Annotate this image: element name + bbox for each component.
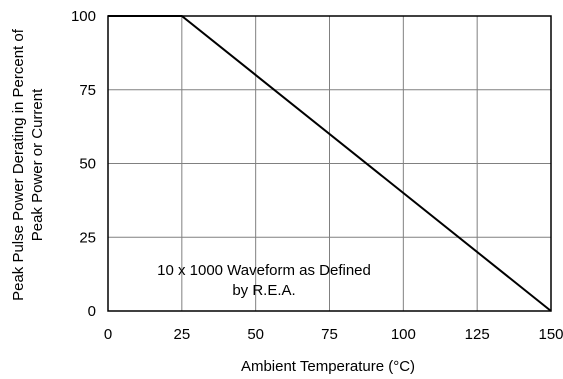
x-tick-label: 50	[247, 326, 264, 343]
derating-curve	[108, 15, 552, 312]
grid-lines	[108, 16, 551, 311]
y-tick-label: 25	[79, 229, 96, 246]
x-tick-label: 100	[391, 326, 416, 343]
x-axis-label: Ambient Temperature (°C)	[241, 358, 415, 375]
y-tick-label: 75	[79, 82, 96, 99]
x-tick-label: 150	[538, 326, 563, 343]
plot-frame	[107, 15, 552, 312]
annotation-line-2: by R.E.A.	[232, 282, 295, 299]
x-tick-label: 75	[321, 326, 338, 343]
x-tick-labels: 0 25 50 75 100 125 150	[104, 326, 563, 343]
y-tick-label: 100	[71, 8, 96, 25]
y-axis-label-line-1: Peak Pulse Power Derating in Percent of	[10, 28, 27, 301]
x-tick-label: 125	[465, 326, 490, 343]
x-tick-label: 25	[173, 326, 190, 343]
annotation-line-1: 10 x 1000 Waveform as Defined	[157, 262, 371, 279]
x-tick-label: 0	[104, 326, 112, 343]
y-tick-labels: 0 25 50 75 100	[71, 8, 96, 320]
series-group	[108, 15, 552, 312]
y-axis-label-line-2: Peak Power or Current	[29, 88, 46, 241]
y-tick-label: 50	[79, 156, 96, 173]
y-tick-label: 0	[88, 303, 96, 320]
